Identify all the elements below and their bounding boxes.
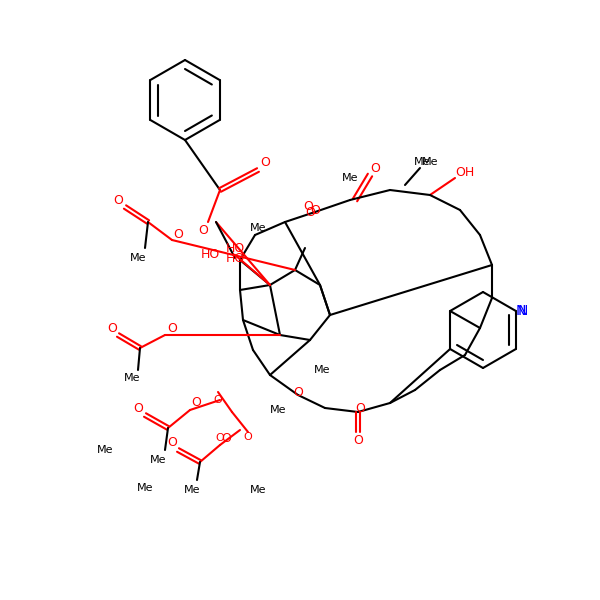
Text: OH: OH: [455, 166, 475, 179]
Text: N: N: [516, 304, 526, 318]
Text: O: O: [293, 386, 303, 400]
Text: Me: Me: [414, 157, 430, 167]
Text: O: O: [353, 433, 363, 446]
Text: O: O: [215, 433, 224, 443]
Text: Me: Me: [124, 373, 140, 383]
Text: O: O: [107, 322, 117, 335]
Text: O: O: [355, 401, 365, 415]
Text: O: O: [167, 322, 177, 335]
Text: O: O: [214, 395, 223, 405]
Text: O: O: [191, 395, 201, 409]
Text: Me: Me: [97, 445, 113, 455]
Text: O: O: [310, 203, 320, 217]
Text: Me: Me: [250, 485, 266, 495]
Text: O: O: [133, 401, 143, 415]
Text: Me: Me: [137, 483, 153, 493]
Text: O: O: [260, 157, 270, 169]
Text: O: O: [173, 227, 183, 241]
Text: O: O: [303, 199, 313, 212]
Text: HO: HO: [226, 251, 245, 265]
Text: Me: Me: [314, 365, 330, 375]
Text: HO: HO: [200, 248, 220, 262]
Text: Me: Me: [150, 455, 166, 465]
Text: O: O: [244, 432, 253, 442]
Text: Me: Me: [422, 157, 438, 167]
Text: Me: Me: [270, 405, 286, 415]
Text: O: O: [167, 437, 177, 449]
Text: Me: Me: [342, 173, 358, 183]
Text: N: N: [518, 304, 528, 318]
Text: Me: Me: [250, 223, 266, 233]
Text: O: O: [113, 193, 123, 206]
Text: Me: Me: [130, 253, 146, 263]
Text: O: O: [221, 431, 231, 445]
Text: O: O: [198, 223, 208, 236]
Text: Me: Me: [184, 485, 200, 495]
Text: HO: HO: [226, 241, 245, 254]
Text: O: O: [370, 161, 380, 175]
Text: O: O: [305, 205, 315, 218]
